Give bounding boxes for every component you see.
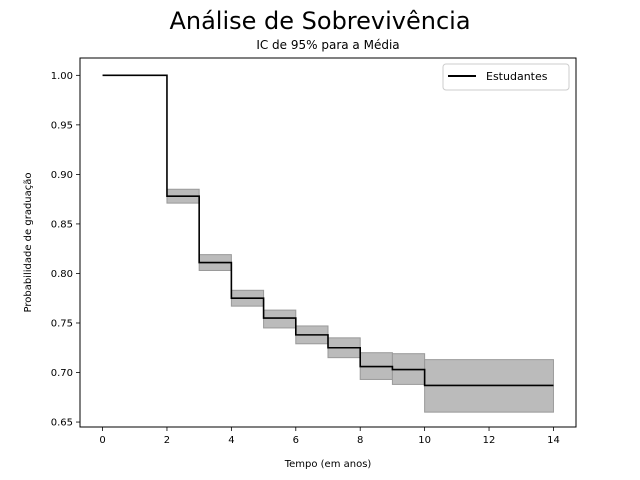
legend-label-estudantes: Estudantes [486, 70, 548, 83]
confidence-band [166, 188, 554, 413]
x-axis: 0 2 4 6 8 10 12 14 [99, 427, 560, 446]
x-tick-label: 8 [357, 435, 363, 446]
x-tick-label: 12 [483, 435, 496, 446]
plot-area [102, 74, 554, 413]
y-tick-label: 0.95 [51, 120, 73, 131]
x-tick-label: 6 [293, 435, 299, 446]
y-tick-label: 0.85 [51, 219, 73, 230]
plot-frame [79, 57, 577, 428]
y-axis: 0.65 0.70 0.75 0.80 0.85 0.90 0.95 1.00 [51, 71, 80, 429]
y-axis-title: Probabilidade de graduação [23, 173, 34, 313]
y-tick-label: 0.90 [51, 170, 73, 181]
y-tick-label: 0.80 [51, 269, 73, 280]
x-tick-label: 0 [99, 435, 105, 446]
ci-segment [263, 309, 297, 329]
series-line-estudantes [102, 74, 554, 387]
x-tick-label: 10 [418, 435, 431, 446]
y-tick-label: 0.70 [51, 368, 73, 379]
y-tick-label: 0.65 [51, 418, 73, 429]
legend: Estudantes [442, 63, 570, 91]
y-tick-label: 0.75 [51, 318, 73, 329]
x-tick-label: 2 [164, 435, 170, 446]
chart-subtitle: IC de 95% para a Média [256, 38, 399, 52]
legend-box [442, 63, 570, 91]
x-tick-label: 4 [228, 435, 234, 446]
x-axis-title: Tempo (em anos) [284, 459, 372, 470]
chart-title: Análise de Sobrevivência [169, 7, 470, 35]
y-tick-label: 1.00 [51, 71, 73, 82]
x-tick-label: 14 [547, 435, 560, 446]
